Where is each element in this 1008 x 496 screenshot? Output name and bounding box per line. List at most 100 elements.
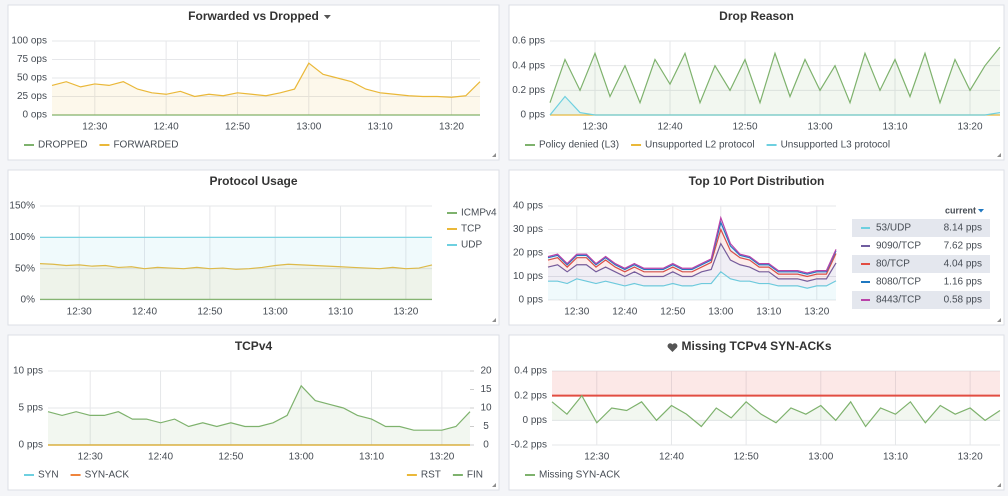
legend-label: UDP — [461, 240, 482, 251]
y-tick-label: 0 pps — [523, 415, 547, 426]
legend-label: SYN — [38, 470, 59, 481]
legend-label: 9090/TCP — [876, 241, 921, 252]
legend-row — [852, 219, 990, 237]
y2-tick-label: 0 — [483, 440, 489, 451]
y-tick-label: 5 pps — [19, 403, 43, 414]
panel — [7, 4, 500, 161]
legend-label: Unsupported L3 protocol — [781, 140, 891, 151]
legend-row — [852, 237, 990, 255]
x-tick-label: 13:00 — [289, 452, 314, 463]
x-tick-label: 13:20 — [429, 452, 454, 463]
series-line — [547, 227, 837, 278]
legend-label: Missing SYN-ACK — [539, 470, 620, 481]
legend-label: FIN — [467, 470, 483, 481]
series-line — [547, 242, 837, 282]
x-tick-label: 13:10 — [756, 307, 781, 318]
y-tick-label: 25 ops — [17, 91, 47, 102]
x-tick-label: 13:10 — [368, 122, 393, 133]
x-tick-label: 12:30 — [584, 452, 609, 463]
x-tick-label: 13:20 — [958, 452, 983, 463]
legend-label: 8080/TCP — [876, 277, 921, 288]
y2-tick-label: 15 — [480, 384, 492, 395]
series-line — [549, 46, 1001, 105]
y-tick-label: 0.4 pps — [512, 60, 545, 71]
x-tick-label: 13:10 — [882, 122, 907, 133]
legend-label: 53/UDP — [876, 223, 911, 234]
x-tick-label: 12:50 — [225, 122, 250, 133]
y-tick-label: 100 ops — [11, 36, 47, 47]
y-tick-label: 0 pps — [521, 110, 545, 121]
resize-handle — [997, 318, 1001, 322]
legend-current: 7.62 pps — [944, 241, 982, 252]
title-caret — [323, 15, 331, 19]
area — [40, 263, 432, 300]
legend-label: Unsupported L2 protocol — [645, 140, 755, 151]
area — [550, 47, 1000, 115]
x-tick-label: 12:40 — [148, 452, 173, 463]
y-tick-label: 0 pps — [19, 440, 43, 451]
panel-title: Drop Reason — [719, 9, 794, 23]
legend-row — [852, 255, 990, 273]
series-line — [549, 95, 1001, 116]
x-tick-label: 13:00 — [708, 307, 733, 318]
y-tick-label: 150% — [9, 201, 35, 212]
panel-title: Missing TCPv4 SYN-ACKs — [681, 339, 831, 353]
y-tick-label: 0.4 pps — [514, 366, 547, 377]
panel-title: TCPv4 — [235, 339, 273, 353]
y-tick-label: 10 pps — [13, 366, 43, 377]
series-line — [39, 263, 433, 270]
legend-label: Policy denied (L3) — [539, 140, 619, 151]
legend-label: DROPPED — [38, 140, 87, 151]
legend-label: 80/TCP — [876, 259, 910, 270]
x-tick-label: 13:00 — [807, 122, 832, 133]
y-tick-label: 50 ops — [17, 73, 47, 84]
x-tick-label: 13:20 — [804, 307, 829, 318]
y-tick-label: 0.6 pps — [512, 36, 545, 47]
y-tick-label: -0.2 pps — [511, 440, 547, 451]
x-tick-label: 12:30 — [582, 122, 607, 133]
x-tick-label: 12:50 — [218, 452, 243, 463]
x-tick-label: 12:40 — [132, 307, 157, 318]
x-tick-label: 12:30 — [564, 307, 589, 318]
resize-handle — [997, 483, 1001, 487]
sort-caret — [978, 209, 984, 213]
x-tick-label: 13:20 — [393, 307, 418, 318]
x-tick-label: 12:30 — [82, 122, 107, 133]
resize-handle — [492, 318, 496, 322]
legend-current: 8.14 pps — [944, 223, 982, 234]
x-tick-label: 12:50 — [660, 307, 685, 318]
y-tick-label: 20 pps — [513, 248, 543, 259]
legend-row — [852, 291, 990, 309]
legend-label: ICMPv4 — [461, 208, 497, 219]
y-tick-label: 0 pps — [519, 295, 543, 306]
resize-handle — [997, 153, 1001, 157]
x-tick-label: 13:10 — [883, 452, 908, 463]
legend-current: 4.04 pps — [944, 259, 982, 270]
threshold-area — [552, 371, 1000, 396]
panel — [7, 334, 500, 491]
panel-title: Forwarded vs Dropped — [188, 9, 319, 23]
x-tick-label: 12:40 — [154, 122, 179, 133]
area — [548, 229, 836, 282]
area — [52, 63, 480, 115]
x-tick-label: 13:20 — [439, 122, 464, 133]
y-tick-label: 0.2 pps — [512, 85, 545, 96]
area — [40, 237, 432, 300]
panel — [508, 4, 1005, 161]
alert-heart — [667, 343, 678, 352]
series-line — [547, 220, 837, 275]
y-tick-label: 0 ops — [23, 110, 47, 121]
y-tick-label: 50% — [15, 263, 35, 274]
x-tick-label: 13:10 — [328, 307, 353, 318]
x-tick-label: 13:20 — [957, 122, 982, 133]
legend-row — [852, 273, 990, 291]
resize-handle — [492, 153, 496, 157]
y-tick-label: 100% — [9, 232, 35, 243]
legend-label: SYN-ACK — [85, 470, 130, 481]
y2-tick-label: 20 — [480, 366, 492, 377]
area — [548, 243, 836, 289]
legend-label: TCP — [461, 224, 481, 235]
series-line — [548, 270, 837, 289]
x-tick-label: 12:40 — [612, 307, 637, 318]
